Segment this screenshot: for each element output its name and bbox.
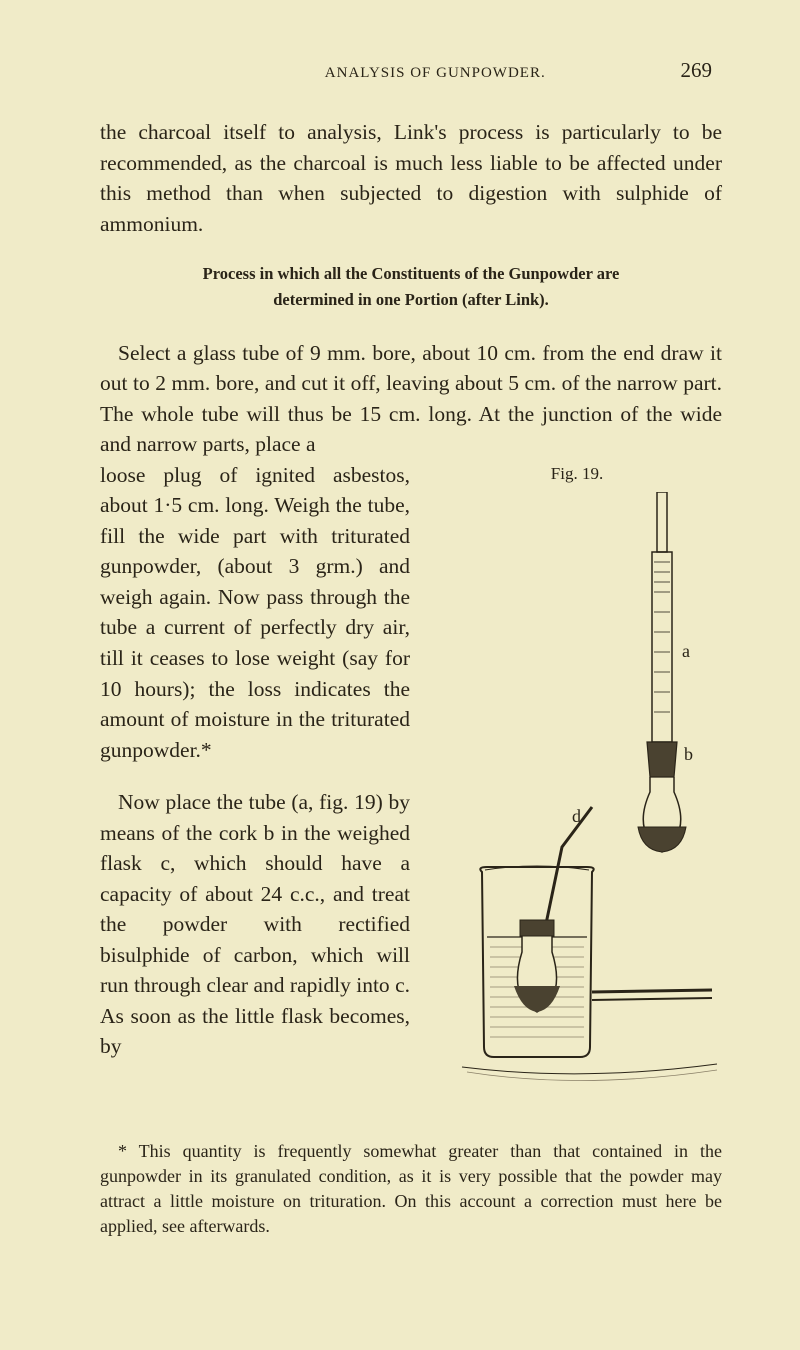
section-heading: Process in which all the Constituents of… — [100, 261, 722, 314]
footnote-text: * This quantity is frequently somewhat g… — [100, 1141, 722, 1237]
figure-letter-c: c — [662, 806, 670, 826]
pre-split-text: Select a glass tube of 9 mm. bore, about… — [100, 341, 722, 457]
pre-split-paragraph: Select a glass tube of 9 mm. bore, about… — [100, 338, 722, 460]
footnote: * This quantity is frequently somewhat g… — [100, 1139, 722, 1240]
running-title: ANALYSIS OF GUNPOWDER. — [190, 65, 681, 82]
apparatus-drawing: a b c d — [432, 492, 722, 1112]
figure-label: Fig. 19. — [432, 464, 722, 484]
figure-letter-d: d — [572, 806, 581, 826]
page-number: 269 — [681, 58, 713, 83]
page-header: ANALYSIS OF GUNPOWDER. 269 — [100, 58, 722, 83]
figure-column: Fig. 19. — [432, 460, 722, 1117]
figure-letter-b: b — [684, 744, 693, 764]
figure-19: a b c d — [432, 492, 722, 1117]
section-line-1: Process in which all the Constituents of… — [203, 264, 620, 283]
left-col-para-2: Now place the tube (a, fig. 19) by means… — [100, 787, 410, 1062]
intro-paragraph: the charcoal itself to analysis, Link's … — [100, 117, 722, 239]
left-col-para-1: loose plug of ignited as­bestos, about 1… — [100, 460, 410, 765]
section-line-2: determined in one Portion (after Link). — [273, 290, 549, 309]
figure-letter-a: a — [682, 641, 690, 661]
